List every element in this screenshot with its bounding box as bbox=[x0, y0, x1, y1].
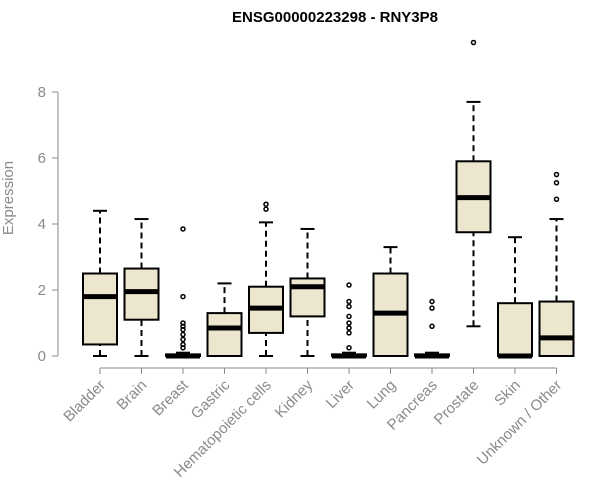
y-axis-label: Expression bbox=[0, 161, 17, 235]
box-7 bbox=[331, 282, 367, 359]
outlier-point bbox=[263, 201, 269, 207]
box-11 bbox=[497, 236, 533, 359]
x-tick-label: Kidney bbox=[272, 376, 317, 421]
y-tick-label: 4 bbox=[38, 216, 46, 233]
outlier-point bbox=[346, 313, 352, 320]
x-tick-label: Skin bbox=[491, 377, 524, 410]
y-tick-label: 8 bbox=[38, 84, 46, 101]
outlier-point bbox=[429, 298, 435, 305]
box-iqr bbox=[206, 312, 243, 358]
outlier-point bbox=[180, 341, 186, 348]
chart-title: ENSG00000223298 - RNY3P8 bbox=[232, 9, 438, 26]
y-axis: 0 2 4 6 8 bbox=[38, 84, 59, 365]
box-iqr bbox=[289, 277, 326, 318]
outlier-point bbox=[180, 331, 186, 338]
outlier-point bbox=[553, 180, 560, 186]
outlier-point bbox=[346, 345, 352, 351]
outlier-point bbox=[346, 282, 352, 288]
outlier-point bbox=[429, 305, 435, 311]
outlier-point bbox=[346, 320, 352, 326]
outlier-point bbox=[346, 303, 352, 310]
outlier-point bbox=[553, 196, 560, 202]
outlier-point bbox=[180, 336, 186, 343]
box-12 bbox=[538, 171, 575, 357]
box-8 bbox=[372, 246, 409, 357]
outlier-point bbox=[346, 330, 352, 336]
x-tick-label: Breast bbox=[149, 376, 192, 419]
y-tick-label: 6 bbox=[38, 150, 46, 167]
outlier-point bbox=[180, 320, 186, 326]
outlier-point bbox=[180, 293, 186, 300]
outlier-point bbox=[429, 323, 435, 330]
box-2 bbox=[123, 218, 160, 357]
box-10 bbox=[455, 39, 492, 328]
outlier-point bbox=[470, 39, 477, 46]
box-iqr bbox=[82, 272, 118, 346]
boxes-group bbox=[82, 39, 575, 359]
outlier-point bbox=[346, 325, 352, 331]
y-tick-label: 2 bbox=[38, 282, 46, 299]
box-9 bbox=[414, 298, 450, 359]
x-tick-label: Lung bbox=[364, 377, 400, 413]
box-4 bbox=[206, 282, 243, 358]
y-tick-label: 0 bbox=[38, 348, 46, 365]
x-tick-label: Bladder bbox=[60, 377, 109, 426]
box-5 bbox=[248, 201, 284, 357]
box-6 bbox=[289, 227, 326, 357]
box-3 bbox=[165, 226, 201, 359]
outlier-point bbox=[263, 206, 269, 212]
box-iqr bbox=[538, 300, 575, 357]
outlier-point bbox=[180, 226, 186, 232]
x-tick-label: Brain bbox=[114, 377, 151, 414]
box-iqr bbox=[497, 302, 533, 358]
box-1 bbox=[82, 209, 118, 357]
outlier-point bbox=[346, 298, 352, 305]
x-tick-label: Prostate bbox=[431, 377, 483, 429]
outlier-point bbox=[553, 171, 560, 178]
x-tick-label: Liver bbox=[323, 377, 358, 412]
